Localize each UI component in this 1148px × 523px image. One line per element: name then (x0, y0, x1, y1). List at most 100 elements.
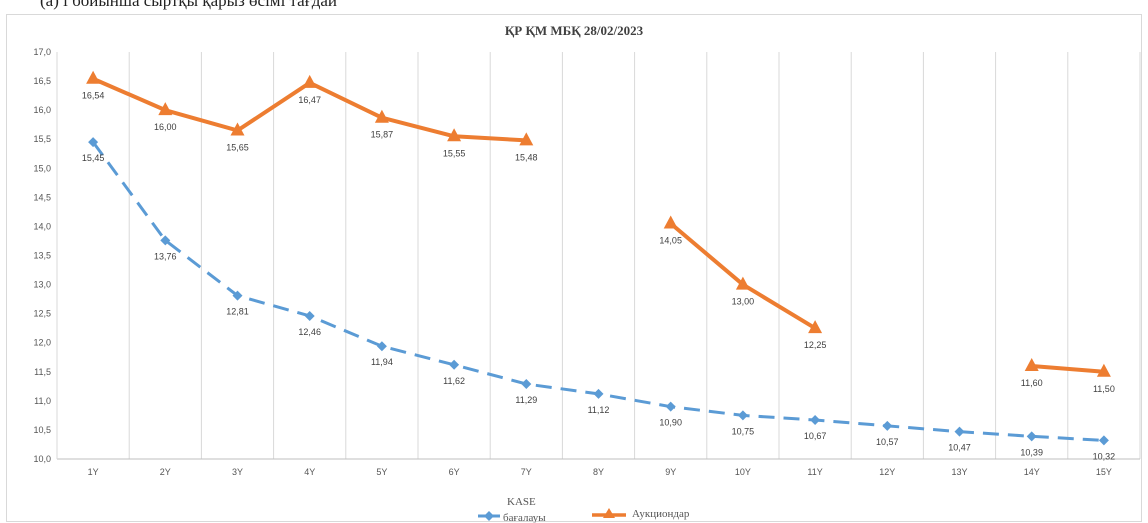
data-point-kase (160, 235, 171, 246)
chart-grid (56, 52, 1141, 459)
legend-marker-kase (484, 511, 494, 521)
data-point-kase (232, 290, 243, 301)
data-point-auctions (230, 122, 245, 136)
x-tick-label: 2Y (160, 467, 171, 477)
data-label-kase: 10,75 (732, 426, 755, 436)
data-point-kase (1098, 435, 1109, 446)
data-point-auctions (1096, 363, 1111, 377)
legend-item-auctions: Аукциондар (592, 508, 690, 520)
data-label-auctions: 11,60 (1021, 378, 1043, 388)
x-tick-label: 5Y (376, 467, 387, 477)
data-label-kase: 10,57 (876, 437, 899, 447)
data-point-auctions (519, 132, 534, 146)
chart-frame (6, 14, 1142, 522)
data-point-auctions (1024, 357, 1039, 371)
y-tick-label: 12,0 (33, 338, 51, 348)
y-tick-label: 15,5 (33, 134, 51, 144)
data-point-auctions (158, 102, 173, 116)
data-label-auctions: 15,65 (226, 142, 249, 152)
data-label-kase: 10,67 (804, 431, 827, 441)
chart-title: ҚР ҚМ МБҚ 28/02/2023 (505, 23, 644, 38)
data-point-kase (88, 137, 99, 148)
y-tick-label: 16,5 (33, 76, 51, 86)
data-point-kase (737, 410, 748, 421)
legend-label-auctions: Аукциондар (632, 508, 690, 520)
data-label-kase: 11,12 (588, 405, 610, 415)
cropped-header-text: (a) і бойынша сыртқы қарыз өсімі тағдай (0, 0, 1148, 14)
cropped-header-text-content: (a) і бойынша сыртқы қарыз өсімі тағдай (40, 0, 337, 10)
data-label-kase: 11,94 (371, 357, 393, 367)
data-point-kase (376, 341, 387, 352)
x-tick-label: 14Y (1024, 467, 1040, 477)
data-point-auctions (663, 215, 678, 229)
x-tick-label: 3Y (232, 467, 243, 477)
chart-series (86, 70, 1111, 446)
x-tick-label: 10Y (735, 467, 751, 477)
legend-label-kase-line1: KASE (507, 496, 536, 508)
data-point-kase (593, 388, 604, 399)
data-label-auctions: 15,48 (515, 152, 538, 162)
y-tick-label: 14,5 (33, 192, 51, 202)
data-label-kase: 13,76 (154, 251, 177, 261)
data-label-auctions: 16,54 (82, 91, 105, 101)
x-tick-label: 8Y (593, 467, 604, 477)
data-point-kase (954, 426, 965, 437)
legend-marker-auctions (603, 508, 615, 518)
data-point-auctions (374, 109, 389, 123)
x-tick-label: 1Y (88, 467, 99, 477)
data-point-auctions (86, 70, 101, 84)
x-tick-label: 12Y (879, 467, 895, 477)
data-label-kase: 10,39 (1020, 447, 1043, 457)
y-tick-label: 11,0 (34, 396, 51, 406)
data-point-kase (665, 401, 676, 412)
data-label-kase: 11,62 (443, 376, 465, 386)
data-label-auctions: 15,87 (371, 130, 394, 140)
y-tick-label: 17,0 (33, 47, 51, 57)
data-point-auctions (302, 74, 317, 88)
data-point-kase (882, 420, 893, 431)
data-label-auctions: 13,00 (732, 297, 755, 307)
data-point-kase (1026, 431, 1037, 442)
y-tick-label: 14,0 (33, 221, 51, 231)
series-line-auctions (1031, 363, 1105, 374)
data-point-auctions (808, 320, 823, 334)
data-label-auctions: 15,55 (443, 148, 466, 158)
data-label-auctions: 12,25 (804, 340, 827, 350)
data-point-kase (304, 310, 315, 321)
data-point-kase (521, 378, 532, 389)
y-tick-label: 16,0 (33, 105, 51, 115)
data-label-auctions: 14,05 (659, 236, 682, 246)
chart-axes: 10,0 10,5 11,0 11,5 12,0 12,5 13,0 13,5 14,0 14,5… (33, 47, 1140, 477)
y-tick-label: 13,0 (33, 280, 51, 290)
data-label-auctions: 16,00 (154, 122, 177, 132)
legend-item-kase: KASE бағалауы (478, 496, 546, 523)
y-tick-label: 12,5 (33, 309, 51, 319)
x-tick-label: 6Y (449, 467, 460, 477)
chart-legend: KASE бағалауы Аукциондар (478, 496, 690, 523)
data-label-kase: 10,90 (659, 418, 682, 428)
data-point-kase (449, 359, 460, 370)
data-point-auctions (735, 276, 750, 290)
data-point-auctions (447, 128, 462, 142)
data-label-kase: 12,81 (226, 307, 249, 317)
data-label-auctions: 16,47 (298, 95, 321, 105)
series-line-auctions (669, 221, 817, 330)
data-label-kase: 10,32 (1093, 451, 1116, 461)
data-label-kase: 12,46 (298, 327, 321, 337)
y-tick-label: 13,5 (33, 251, 51, 261)
data-point-kase (810, 415, 821, 426)
data-label-kase: 15,45 (82, 153, 105, 163)
legend-label-kase-line2: бағалауы (503, 512, 546, 523)
y-tick-label: 10,0 (33, 454, 51, 464)
y-tick-label: 10,5 (33, 425, 51, 435)
data-label-kase: 11,29 (515, 395, 537, 405)
data-label-auctions: 11,50 (1093, 384, 1115, 394)
x-tick-label: 11Y (807, 467, 822, 477)
y-tick-label: 15,0 (33, 163, 51, 173)
x-tick-label: 15Y (1096, 467, 1112, 477)
chart-data-labels: 15,45 13,76 12,81 12,46 11,94 11,62 11,29 11,12… (82, 91, 1115, 462)
x-tick-label: 13Y (951, 467, 967, 477)
x-tick-label: 7Y (521, 467, 532, 477)
x-tick-label: 4Y (304, 467, 315, 477)
